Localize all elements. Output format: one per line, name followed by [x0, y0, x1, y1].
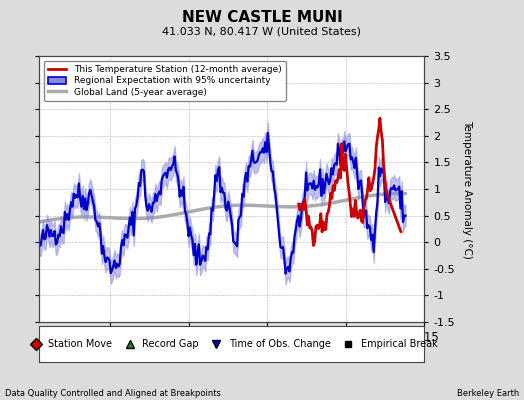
Legend: This Temperature Station (12-month average), Regional Expectation with 95% uncer: This Temperature Station (12-month avera…: [44, 60, 286, 101]
Y-axis label: Temperature Anomaly (°C): Temperature Anomaly (°C): [462, 120, 472, 258]
Text: NEW CASTLE MUNI: NEW CASTLE MUNI: [182, 10, 342, 25]
Text: Data Quality Controlled and Aligned at Breakpoints: Data Quality Controlled and Aligned at B…: [5, 389, 221, 398]
Legend: Station Move, Record Gap, Time of Obs. Change, Empirical Break: Station Move, Record Gap, Time of Obs. C…: [22, 335, 442, 353]
Text: Berkeley Earth: Berkeley Earth: [456, 389, 519, 398]
Text: 41.033 N, 80.417 W (United States): 41.033 N, 80.417 W (United States): [162, 26, 362, 36]
